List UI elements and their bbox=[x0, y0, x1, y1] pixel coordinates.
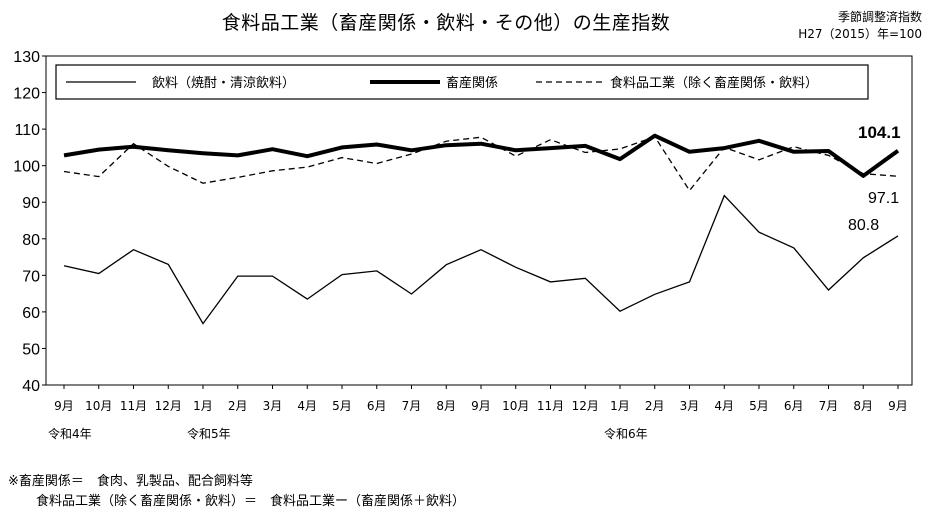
x-tick-label: 3月 bbox=[263, 399, 283, 413]
x-tick-label: 8月 bbox=[853, 399, 873, 413]
x-tick-label: 6月 bbox=[367, 399, 387, 413]
x-tick-label: 8月 bbox=[436, 399, 456, 413]
series-line-thick bbox=[63, 133, 900, 178]
y-tick-label: 60 bbox=[22, 305, 40, 322]
chart-title: 食料品工業（畜産関係・飲料・その他）の生産指数 bbox=[221, 12, 671, 34]
x-tick-label: 9月 bbox=[471, 399, 491, 413]
legend-label: 畜産関係 bbox=[446, 75, 498, 91]
era-label: 令和6年 bbox=[604, 426, 648, 441]
legend-label: 食料品工業（除く畜産関係・飲料） bbox=[610, 75, 818, 91]
data-label-livestock: 104.1 bbox=[858, 123, 901, 142]
x-tick-label: 1月 bbox=[193, 399, 213, 413]
y-tick-label: 110 bbox=[14, 122, 40, 139]
footnote-1: ※畜産関係＝ 食肉、乳製品、配合飼料等 bbox=[8, 474, 253, 489]
y-tick-label: 120 bbox=[13, 86, 40, 103]
plot-frame bbox=[45, 55, 913, 386]
x-tick-label: 5月 bbox=[749, 399, 769, 413]
y-tick-label: 130 bbox=[13, 49, 40, 66]
x-tick-label: 12月 bbox=[155, 399, 182, 413]
x-tick-label: 10月 bbox=[85, 399, 112, 413]
subtitle-index-type: 季節調整済指数 bbox=[837, 10, 922, 24]
era-label: 令和4年 bbox=[48, 426, 92, 441]
data-label-beverages: 80.8 bbox=[848, 217, 879, 234]
era-label: 令和5年 bbox=[187, 426, 231, 441]
subtitle-base-year: H27（2015）年=100 bbox=[798, 27, 922, 41]
y-tick-label: 70 bbox=[22, 268, 40, 285]
x-tick-label: 2月 bbox=[645, 399, 665, 413]
x-tick-label: 4月 bbox=[297, 399, 317, 413]
y-tick-label: 80 bbox=[22, 232, 40, 249]
series-line-dashed bbox=[63, 136, 899, 192]
x-tick-label: 1月 bbox=[610, 399, 630, 413]
x-tick-label: 7月 bbox=[402, 399, 422, 413]
legend-box bbox=[55, 64, 869, 100]
y-tick-label: 50 bbox=[22, 341, 40, 358]
y-tick-label: 100 bbox=[13, 159, 40, 176]
x-tick-label: 3月 bbox=[680, 399, 700, 413]
x-tick-label: 4月 bbox=[714, 399, 734, 413]
data-label-food-other: 97.1 bbox=[868, 190, 899, 207]
x-tick-label: 11月 bbox=[120, 399, 147, 413]
x-tick-label: 12月 bbox=[572, 399, 599, 413]
footnote-2: 食料品工業（除く畜産関係・飲料）＝ 食料品工業ー（畜産関係＋飲料） bbox=[36, 494, 466, 509]
x-tick-label: 9月 bbox=[54, 399, 74, 413]
y-tick-label: 40 bbox=[22, 378, 40, 395]
x-tick-label: 6月 bbox=[784, 399, 804, 413]
x-tick-label: 2月 bbox=[228, 399, 248, 413]
x-tick-label: 10月 bbox=[502, 399, 529, 413]
y-tick-label: 90 bbox=[22, 195, 40, 212]
x-tick-label: 5月 bbox=[332, 399, 352, 413]
legend-label: 飲料（焼酎・清涼飲料） bbox=[152, 75, 295, 91]
series-line-thin bbox=[63, 194, 899, 325]
x-tick-label: 11月 bbox=[537, 399, 564, 413]
x-tick-label: 9月 bbox=[888, 399, 908, 413]
x-tick-label: 7月 bbox=[819, 399, 839, 413]
